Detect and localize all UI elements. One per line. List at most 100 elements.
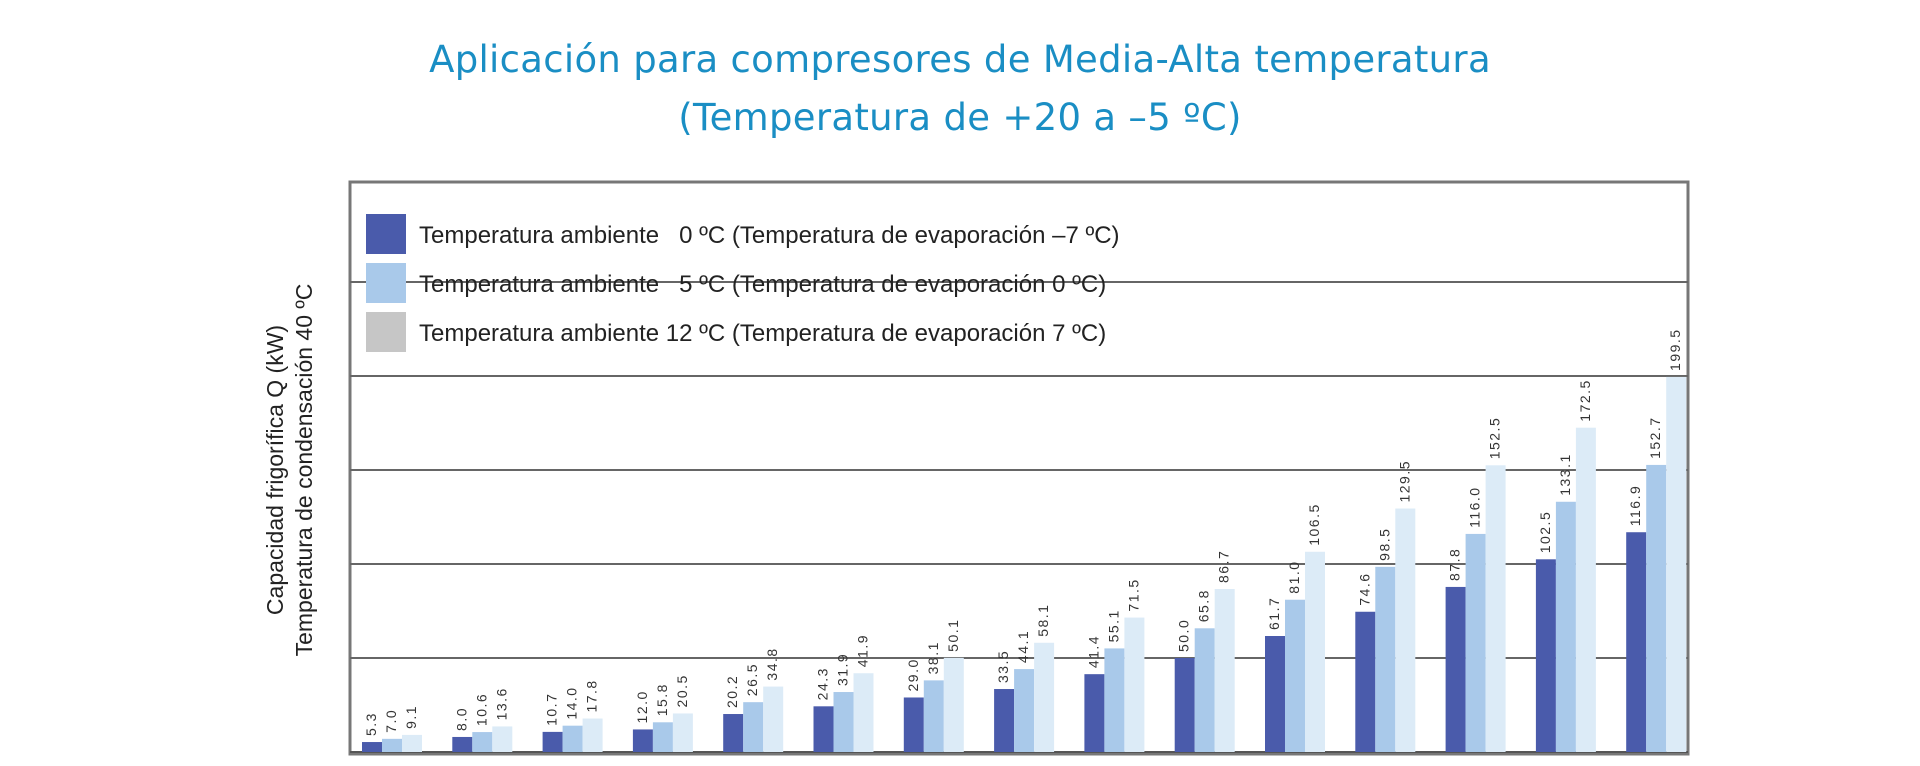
data-label-s1-c2: 8.0 [453,707,469,731]
data-label-s2-c9: 55.1 [1105,609,1121,642]
data-label-s2-c7: 38.1 [925,641,941,674]
data-label-s1-c14: 102.5 [1537,511,1553,554]
bar-s1-c8 [994,689,1015,752]
bar-s1-c10 [1174,658,1195,752]
bar-s2-c9 [1104,648,1125,752]
bar-s3-c12 [1395,508,1416,752]
bar-s1-c3 [542,731,563,752]
data-label-s2-c2: 10.6 [473,693,489,726]
data-label-s3-c2: 13.6 [493,687,509,720]
bar-s2-c7 [923,680,944,752]
bar-s1-c11 [1265,636,1285,752]
bar-s3-c6 [853,673,874,752]
bar-s2-c10 [1194,628,1215,752]
bar-s1-c4 [632,729,653,752]
data-label-s3-c13: 152.5 [1487,417,1503,460]
bar-s2-c2 [472,732,493,752]
bar-s3-c11 [1305,551,1325,752]
legend-label-1: Temperatura ambiente 0 ºC (Temperatura d… [419,222,1120,249]
bar-s2-c12 [1375,566,1396,752]
bar-s2-c1 [382,738,402,752]
bar-s1-c12 [1355,611,1376,752]
data-label-s1-c3: 10.7 [544,693,560,726]
bar-s3-c15 [1666,376,1687,752]
bar-s2-c13 [1465,533,1486,752]
data-label-s1-c11: 61.7 [1266,597,1282,630]
bar-s1-c7 [903,697,924,752]
legend-label-3: Temperatura ambiente 12 ºC (Temperatura … [419,320,1106,347]
data-label-s1-c8: 33.5 [995,650,1011,683]
data-label-s3-c5: 34.8 [764,647,780,680]
data-label-s3-c4: 20.5 [674,674,690,707]
bar-s1-c13 [1445,586,1466,752]
legend-swatch-2 [366,263,406,303]
data-label-s2-c14: 133.1 [1557,453,1573,496]
data-label-s3-c8: 58.1 [1035,604,1051,637]
bar-s3-c10 [1214,589,1235,752]
data-label-s1-c13: 87.8 [1447,548,1463,581]
data-label-s3-c6: 41.9 [855,634,871,667]
data-label-s1-c9: 41.4 [1085,635,1101,668]
data-label-s3-c15: 199.5 [1667,328,1683,371]
bar-s3-c3 [582,718,603,752]
bar-s1-c9 [1084,674,1105,752]
data-label-s1-c10: 50.0 [1176,619,1192,652]
chart-title-line2: (Temperatura de +20 a –5 ºC) [678,96,1242,139]
data-label-s3-c1: 9.1 [403,705,419,729]
bar-s2-c15 [1646,464,1667,752]
data-label-s2-c6: 31.9 [835,653,851,686]
data-label-s1-c6: 24.3 [815,667,831,700]
data-label-s1-c7: 29.0 [905,658,921,691]
legend-swatch-3 [366,312,406,352]
data-label-s1-c1: 5.3 [363,712,379,736]
bar-s2-c8 [1014,669,1035,752]
data-label-s2-c13: 116.0 [1467,486,1483,528]
bar-s2-c14 [1555,501,1576,752]
bar-s1-c2 [452,736,473,752]
data-label-s2-c8: 44.1 [1015,630,1031,663]
bar-s3-c5 [763,686,784,752]
bar-s2-c6 [833,692,854,752]
data-label-s1-c5: 20.2 [724,675,740,708]
bar-s2-c11 [1285,599,1305,752]
data-label-s3-c9: 71.5 [1125,578,1141,611]
data-label-s1-c4: 12.0 [634,690,650,723]
plot-frame [348,180,1690,756]
bar-s3-c14 [1575,427,1596,752]
chart-title-line1: Aplicación para compresores de Media-Alt… [429,38,1491,81]
bar-s2-c3 [562,725,583,752]
bar-s3-c7 [943,657,964,752]
data-label-s3-c7: 50.1 [945,619,961,652]
bar-s1-c6 [813,706,834,752]
legend-swatch-1 [366,214,406,254]
data-label-s2-c3: 14.0 [564,686,580,719]
bar-s3-c13 [1485,465,1506,752]
bar-s2-c4 [652,722,673,752]
data-label-s3-c14: 172.5 [1577,379,1593,422]
data-label-s1-c15: 116.9 [1627,485,1643,527]
data-label-s2-c12: 98.5 [1376,528,1392,561]
data-label-s2-c1: 7.0 [383,709,399,733]
data-label-s1-c12: 74.6 [1356,573,1372,606]
bar-s1-c1 [362,742,382,752]
data-label-s2-c10: 65.8 [1196,589,1212,622]
data-label-s3-c10: 86.7 [1216,550,1232,583]
data-label-s3-c3: 17.8 [584,679,600,712]
bar-s3-c4 [672,713,693,752]
bar-s3-c9 [1124,617,1145,752]
bar-s1-c5 [723,714,744,752]
bar-s3-c8 [1034,642,1055,752]
data-label-s2-c15: 152.7 [1647,416,1663,459]
data-label-s3-c12: 129.5 [1396,460,1412,503]
data-label-s2-c5: 26.5 [744,663,760,696]
bar-s3-c2 [492,726,513,752]
data-label-s2-c4: 15.8 [654,683,670,716]
bar-s1-c14 [1535,559,1556,752]
data-label-s3-c11: 106.5 [1306,503,1322,546]
bar-s3-c1 [402,734,422,752]
data-label-s2-c11: 81.0 [1286,560,1302,593]
legend-label-2: Temperatura ambiente 5 ºC (Temperatura d… [419,271,1106,298]
bar-s2-c5 [743,702,764,752]
bar-s1-c15 [1626,532,1647,752]
